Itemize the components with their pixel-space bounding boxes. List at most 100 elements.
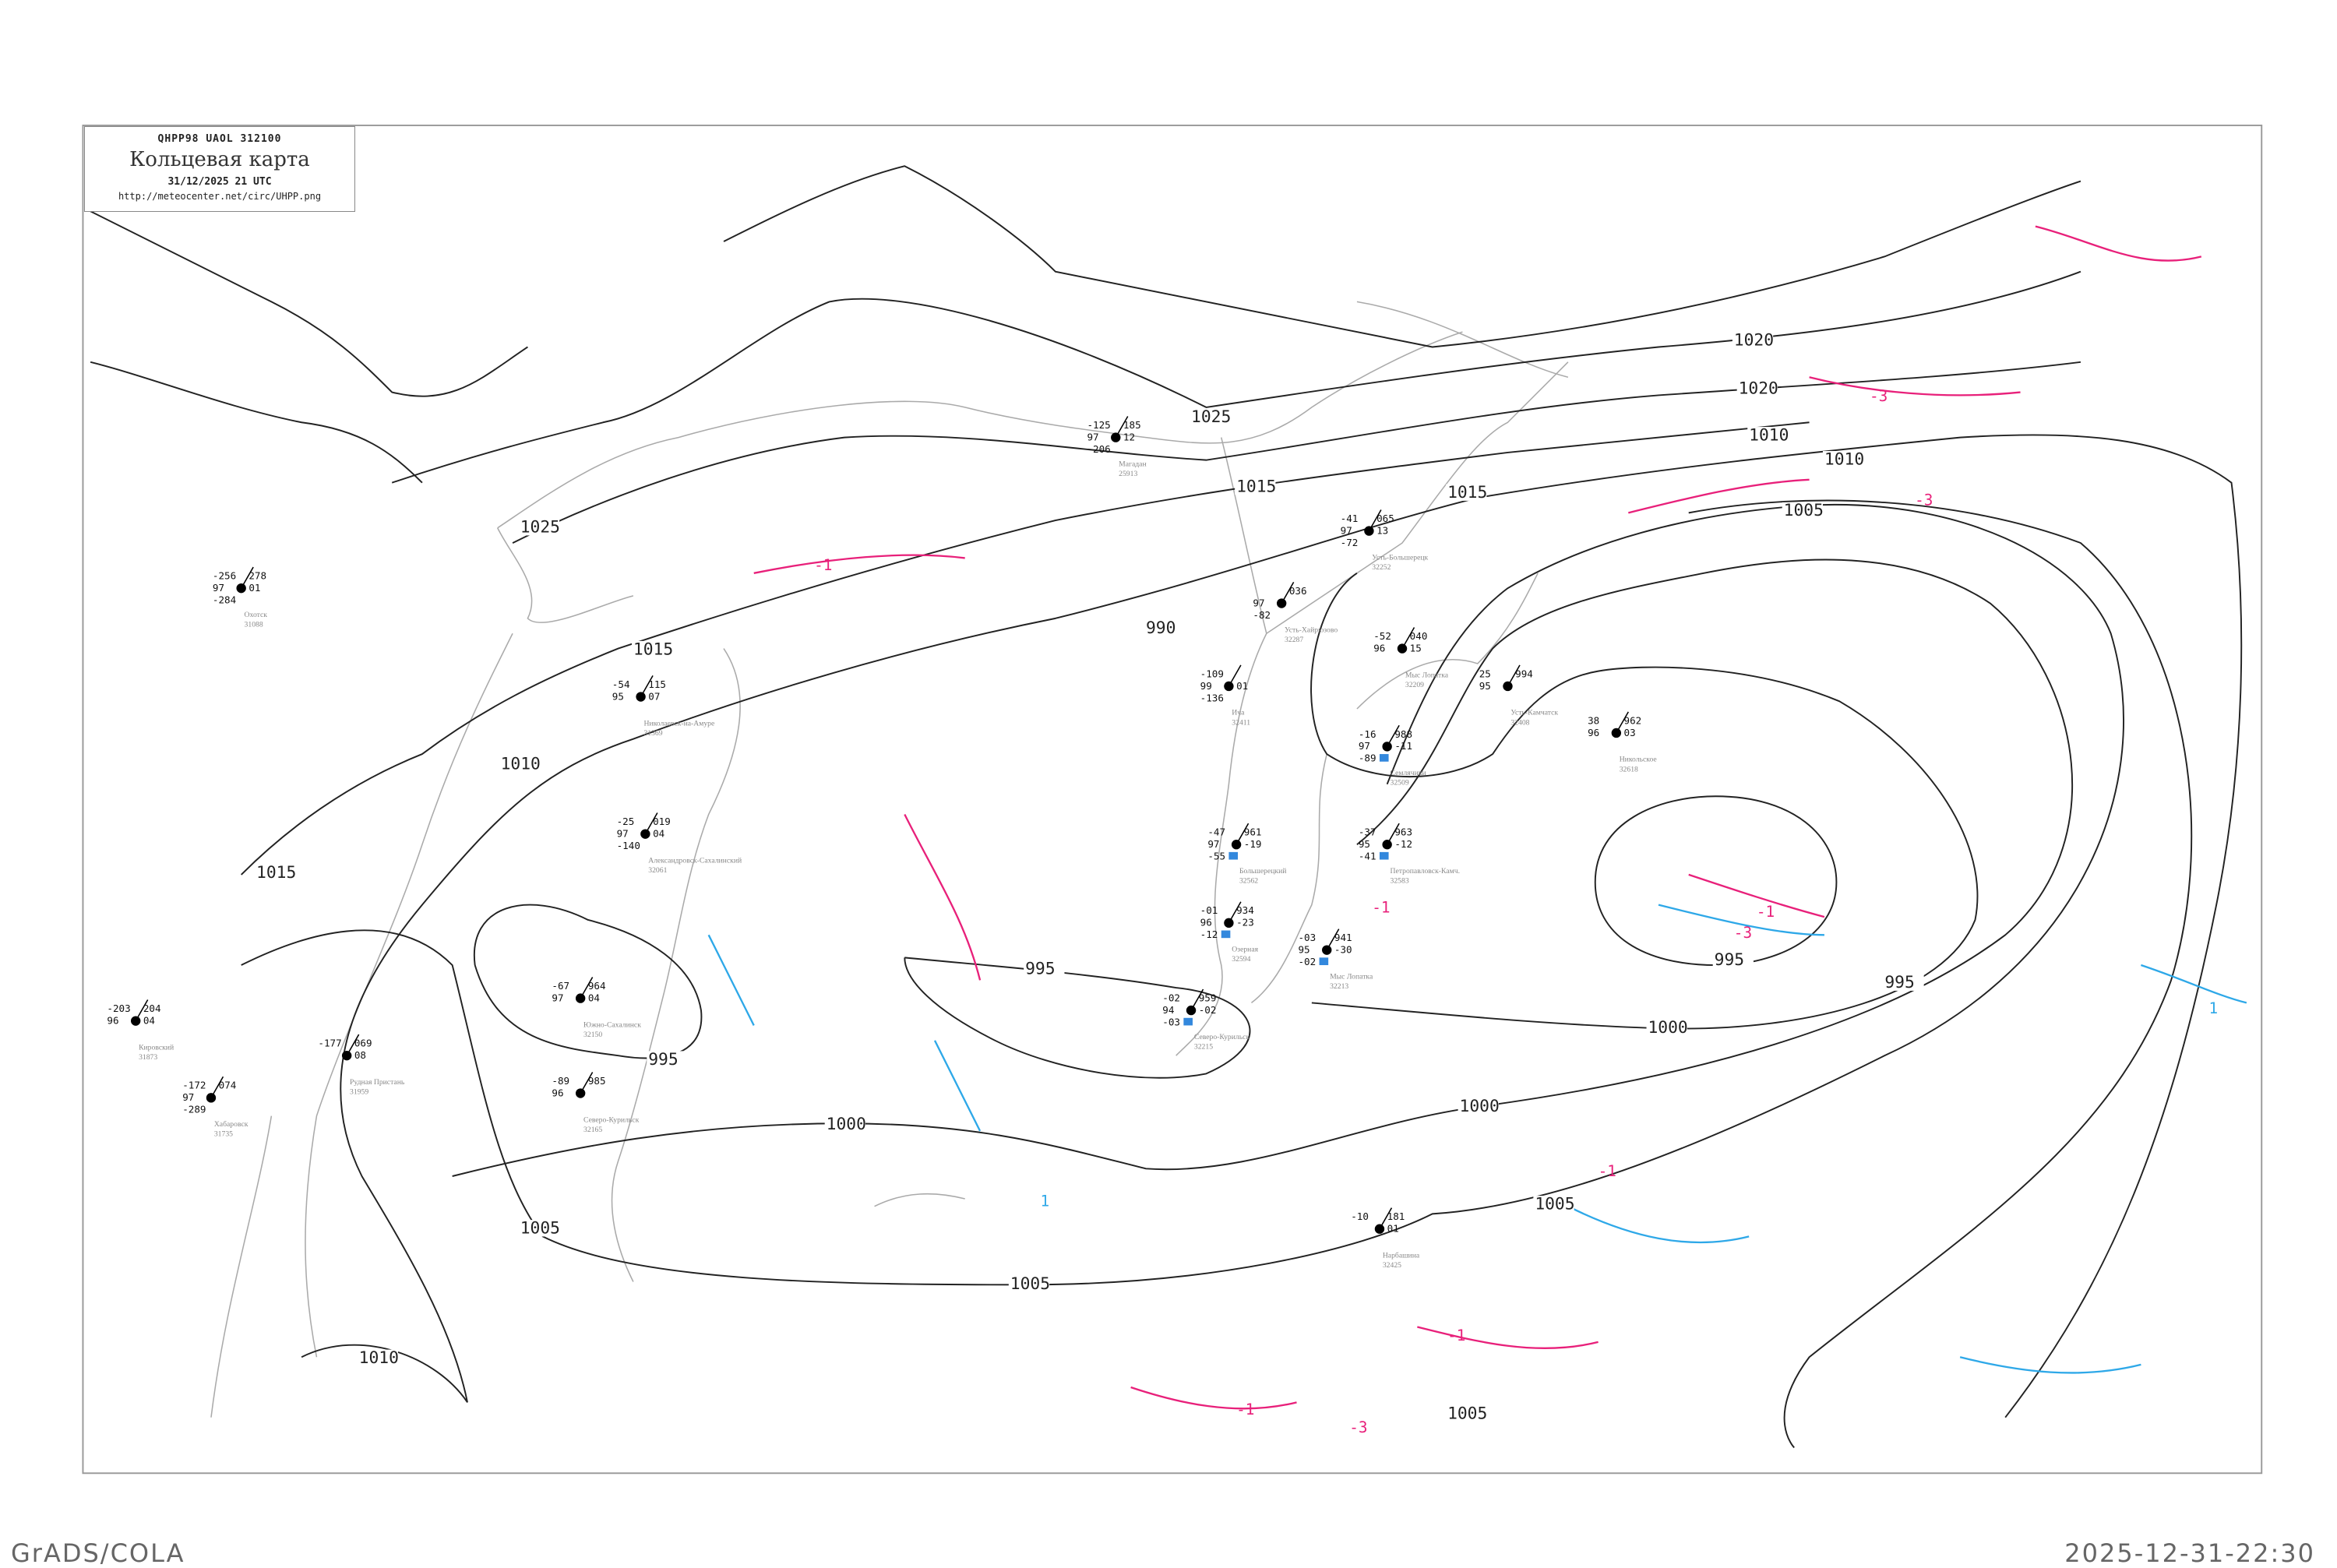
cloud-cover-circle bbox=[341, 1050, 352, 1061]
station-temperature: -67 bbox=[552, 980, 569, 992]
station-tendency: -30 bbox=[1334, 944, 1352, 956]
station-visibility: 95 bbox=[612, 690, 624, 702]
station-visibility: 96 bbox=[1373, 642, 1385, 654]
station-pressure: 994 bbox=[1515, 668, 1533, 679]
station-id: 31735 bbox=[214, 1130, 233, 1139]
isobar-1020 bbox=[512, 361, 2081, 544]
tendency-label: -1 bbox=[814, 556, 832, 574]
station-dewpoint: -140 bbox=[617, 840, 640, 851]
isobar-label-bg bbox=[499, 756, 540, 773]
wind-barb bbox=[346, 1034, 360, 1056]
station-pressure: 036 bbox=[1289, 585, 1307, 597]
station-name: Магадан bbox=[1119, 460, 1147, 468]
station-temperature: 38 bbox=[1588, 714, 1599, 726]
station-pressure: 074 bbox=[219, 1080, 237, 1091]
precip-marker bbox=[1228, 851, 1239, 860]
tendency-label: -3 bbox=[1734, 924, 1752, 942]
station-visibility: 95 bbox=[1359, 838, 1370, 850]
station-name: Озерная bbox=[1232, 946, 1258, 954]
station-temperature: -109 bbox=[1200, 668, 1224, 679]
station-dewpoint: -55 bbox=[1207, 851, 1225, 862]
coastlines bbox=[210, 301, 1569, 1418]
wind-barb bbox=[1326, 928, 1340, 951]
isobar-label: 1000 bbox=[1460, 1097, 1500, 1116]
isobar-label-bg bbox=[1732, 332, 1774, 349]
wind-barb bbox=[644, 812, 658, 835]
station-name: Кировский bbox=[139, 1043, 174, 1052]
isobar-1010 bbox=[301, 434, 2243, 1418]
station-name: Усть-Хайрюзово bbox=[1285, 625, 1338, 634]
precip-marker bbox=[1183, 1017, 1193, 1026]
station-temperature: -172 bbox=[182, 1080, 206, 1091]
wind-barb bbox=[1379, 1207, 1393, 1230]
tendency-isolines bbox=[707, 225, 2247, 1410]
station-name: Семлячики bbox=[1391, 769, 1426, 777]
station-temperature: -02 bbox=[1162, 992, 1180, 1003]
station-name: Петропавловск-Камч. bbox=[1391, 867, 1460, 876]
station-pressure: 985 bbox=[588, 1075, 606, 1087]
station-id: 32252 bbox=[1372, 563, 1391, 572]
cloud-cover-circle bbox=[575, 1088, 586, 1098]
tendency-label: -1 bbox=[1757, 903, 1775, 921]
isobar-label-bg bbox=[1144, 619, 1186, 637]
isobar-label-bg bbox=[1823, 451, 1864, 468]
tendency-label: -3 bbox=[1870, 387, 1888, 405]
bulletin-code: QHPP98 UAOL 312100 bbox=[157, 133, 282, 145]
station-name: Северо-Курильск bbox=[1194, 1033, 1250, 1041]
wind-barb bbox=[241, 566, 254, 589]
isobar-label-bg bbox=[1736, 380, 1778, 397]
precip-marker bbox=[1319, 957, 1329, 966]
station-plot[interactable]: 97-82 036 Усть-Хайрюзово 32287 bbox=[1253, 582, 1338, 644]
wind-barb bbox=[210, 1076, 224, 1098]
station-temperature: -256 bbox=[213, 570, 236, 582]
isobar-label-bg bbox=[824, 1115, 865, 1133]
cloud-cover-circle bbox=[575, 993, 586, 1003]
station-name: Северо-Курильск bbox=[583, 1115, 640, 1124]
station-pressure: 204 bbox=[143, 1002, 161, 1014]
station-pressure: 963 bbox=[1394, 826, 1412, 838]
station-tendency: 12 bbox=[1123, 431, 1135, 442]
isobar-label: 995 bbox=[1715, 950, 1744, 970]
isobar-label-bg bbox=[255, 864, 296, 881]
precip-marker bbox=[1221, 930, 1231, 939]
station-visibility: 97 bbox=[617, 828, 629, 840]
station-tendency: -11 bbox=[1394, 740, 1412, 752]
isobar-label: 995 bbox=[1884, 973, 1914, 992]
station-pressure: 181 bbox=[1387, 1210, 1405, 1222]
isobar-label: 995 bbox=[1025, 960, 1055, 979]
station-pressure: 040 bbox=[1410, 630, 1428, 642]
station-id: 32213 bbox=[1330, 982, 1348, 991]
tendency-label: -3 bbox=[1349, 1418, 1367, 1436]
station-id: 31959 bbox=[350, 1088, 368, 1097]
precip-marker bbox=[1379, 851, 1389, 860]
station-id: 32583 bbox=[1391, 877, 1409, 886]
station-dewpoint: -284 bbox=[213, 594, 236, 606]
map-source-url[interactable]: http://meteocenter.net/circ/UHPP.png bbox=[118, 191, 322, 202]
station-pressure: 278 bbox=[249, 570, 266, 582]
isobar-north bbox=[723, 165, 2081, 348]
station-temperature: -37 bbox=[1359, 826, 1376, 838]
station-tendency: 07 bbox=[648, 690, 660, 702]
station-temperature: -203 bbox=[107, 1002, 130, 1014]
